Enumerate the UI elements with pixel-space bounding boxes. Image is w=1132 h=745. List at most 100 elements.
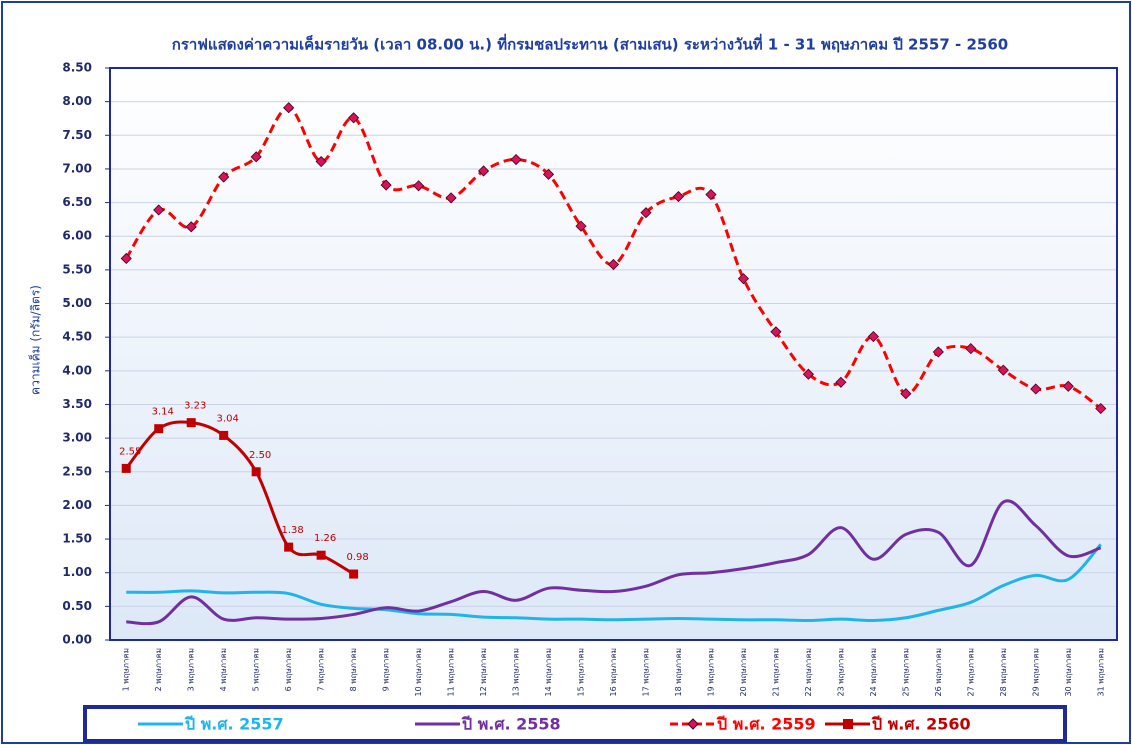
point-marker xyxy=(349,569,359,579)
point-marker xyxy=(1030,383,1042,395)
x-tick-label: 5 พฤษภาคม xyxy=(252,648,261,691)
x-tick-label: 4 พฤษภาคม xyxy=(219,648,228,691)
y-tick-label: 5.50 xyxy=(62,262,92,276)
x-tick-label: 23 พฤษภาคม xyxy=(836,648,845,697)
x-tick-label: 2 พฤษภาคม xyxy=(154,648,163,691)
point-marker xyxy=(770,326,782,338)
point-marker xyxy=(219,430,229,440)
y-tick-label: 8.00 xyxy=(62,94,92,108)
y-tick-label: 0.50 xyxy=(62,599,92,613)
y-tick-label: 3.00 xyxy=(62,431,92,445)
legend-marker xyxy=(687,718,699,730)
chart-title: กราฟแสดงค่าความเค็มรายวัน (เวลา 08.00 น.… xyxy=(172,34,1008,54)
point-marker xyxy=(315,155,327,168)
data-label: 3.04 xyxy=(217,413,239,424)
x-tick-label: 9 พฤษภาคม xyxy=(382,648,391,691)
plot-border xyxy=(109,67,1118,641)
x-tick-label: 13 พฤษภาคม xyxy=(512,648,521,697)
y-tick-label: 2.50 xyxy=(62,464,92,478)
y-tick-label: 4.00 xyxy=(62,363,92,377)
data-label: 3.14 xyxy=(152,407,174,418)
point-marker xyxy=(672,190,685,203)
series-line xyxy=(126,499,1102,626)
point-marker xyxy=(120,252,132,265)
point-marker xyxy=(445,192,457,204)
point-marker xyxy=(867,330,879,343)
point-marker xyxy=(607,258,620,271)
x-tick-label: 18 พฤษภาคม xyxy=(674,648,683,697)
plot-area xyxy=(110,68,1117,640)
x-tick-label: 30 พฤษภาคม xyxy=(1064,648,1073,697)
y-axis-label: ความเค็ม (กรัม/ลิตร) xyxy=(28,285,43,395)
point-marker xyxy=(640,207,652,219)
data-label: 1.38 xyxy=(282,525,304,536)
x-tick-label: 3 พฤษภาคม xyxy=(187,648,196,691)
legend-label: ปี พ.ศ. 2557 xyxy=(184,715,284,734)
legend-marker xyxy=(843,719,853,729)
legend-label: ปี พ.ศ. 2560 xyxy=(871,715,971,734)
x-tick-label: 27 พฤษภาคม xyxy=(966,648,975,697)
y-tick-label: 1.00 xyxy=(62,565,92,579)
y-tick-label: 7.50 xyxy=(62,128,92,142)
point-marker xyxy=(835,376,847,388)
x-tick-label: 25 พฤษภาคม xyxy=(901,648,910,697)
x-tick-label: 17 พฤษภาคม xyxy=(641,648,650,697)
point-marker xyxy=(477,165,490,177)
point-marker xyxy=(348,112,360,124)
legend-box xyxy=(83,705,1067,743)
y-tick-label: 7.00 xyxy=(62,161,92,175)
data-label: 3.23 xyxy=(184,401,206,412)
point-marker xyxy=(1095,402,1107,415)
point-marker xyxy=(705,188,717,201)
x-tick-label: 7 พฤษภาคม xyxy=(317,648,326,691)
x-tick-label: 15 พฤษภาคม xyxy=(577,648,586,697)
y-tick-label: 8.50 xyxy=(62,61,92,75)
point-marker xyxy=(153,204,165,216)
y-tick-label: 1.50 xyxy=(62,532,92,546)
point-marker xyxy=(154,424,164,434)
x-tick-label: 31 พฤษภาคม xyxy=(1096,648,1105,697)
y-tick-label: 3.50 xyxy=(62,397,92,411)
x-tick-label: 8 พฤษภาคม xyxy=(349,648,358,691)
x-tick-label: 24 พฤษภาคม xyxy=(869,648,878,697)
x-tick-label: 6 พฤษภาคม xyxy=(284,648,293,691)
x-tick-label: 22 พฤษภาคม xyxy=(804,648,813,697)
x-tick-label: 28 พฤษภาคม xyxy=(999,648,1008,697)
point-marker xyxy=(250,151,262,163)
point-marker xyxy=(737,273,750,285)
point-marker xyxy=(380,179,392,191)
point-marker xyxy=(284,542,294,552)
point-marker xyxy=(186,418,196,428)
x-tick-label: 11 พฤษภาคม xyxy=(447,648,456,697)
point-marker xyxy=(283,102,295,114)
data-label: 2.55 xyxy=(119,446,141,457)
data-label: 1.26 xyxy=(314,533,336,544)
y-tick-label: 2.00 xyxy=(62,498,92,512)
x-tick-label: 26 พฤษภาคม xyxy=(934,648,943,697)
x-tick-label: 12 พฤษภาคม xyxy=(479,648,488,697)
y-tick-label: 6.00 xyxy=(62,229,92,243)
x-tick-label: 1 พฤษภาคม xyxy=(122,648,131,691)
point-marker xyxy=(997,364,1009,376)
point-marker xyxy=(542,168,555,180)
y-tick-label: 4.50 xyxy=(62,330,92,344)
x-tick-label: 16 พฤษภาคม xyxy=(609,648,618,697)
x-tick-label: 20 พฤษภาคม xyxy=(739,648,748,697)
point-marker xyxy=(413,180,425,192)
data-label: 2.50 xyxy=(249,450,271,461)
point-marker xyxy=(575,220,587,232)
x-tick-label: 29 พฤษภาคม xyxy=(1031,648,1040,697)
point-marker xyxy=(251,467,261,477)
legend-label: ปี พ.ศ. 2559 xyxy=(716,715,816,734)
x-tick-label: 21 พฤษภาคม xyxy=(771,648,780,697)
point-marker xyxy=(900,388,912,400)
y-tick-label: 6.50 xyxy=(62,195,92,209)
point-marker xyxy=(510,153,522,166)
point-marker xyxy=(316,550,326,560)
point-marker xyxy=(965,343,977,355)
point-marker xyxy=(185,221,197,233)
x-tick-label: 10 พฤษภาคม xyxy=(414,648,423,697)
point-marker xyxy=(932,346,944,358)
